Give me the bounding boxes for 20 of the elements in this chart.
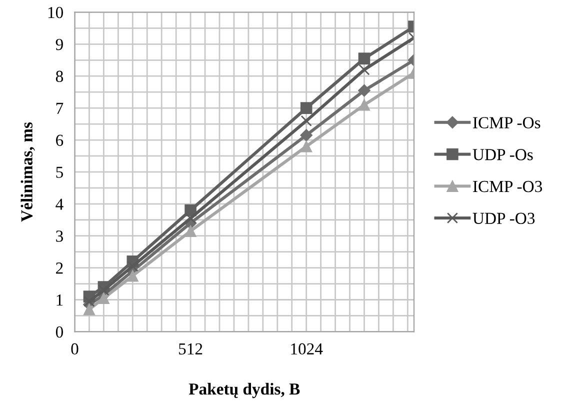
y-tick-label: 10 bbox=[48, 6, 64, 18]
y-tick-label: 7 bbox=[56, 102, 64, 114]
legend-label: UDP -O3 bbox=[472, 212, 535, 224]
y-tick-label: 8 bbox=[56, 70, 64, 82]
x-tick-label: 1024 bbox=[291, 343, 323, 355]
y-tick-label: 3 bbox=[56, 230, 63, 242]
y-tick-label: 0 bbox=[56, 326, 64, 338]
y-axis-title: Vėlinimas, ms bbox=[20, 122, 35, 222]
y-tick-label: 6 bbox=[56, 134, 64, 146]
y-tick-label: 2 bbox=[56, 262, 63, 274]
legend-label: UDP -Os bbox=[472, 149, 533, 160]
x-axis-title: Paketų dydis, B bbox=[188, 382, 300, 398]
legend-label: ICMP -Os bbox=[473, 117, 540, 128]
x-tick-label: 0 bbox=[71, 343, 78, 355]
y-tick-label: 4 bbox=[56, 198, 64, 210]
x-tick-label: 512 bbox=[179, 343, 202, 355]
y-tick-label: 9 bbox=[56, 38, 63, 50]
y-tick-label: 5 bbox=[56, 166, 63, 178]
legend-label: ICMP -O3 bbox=[473, 180, 542, 192]
y-tick-label: 1 bbox=[56, 294, 63, 306]
